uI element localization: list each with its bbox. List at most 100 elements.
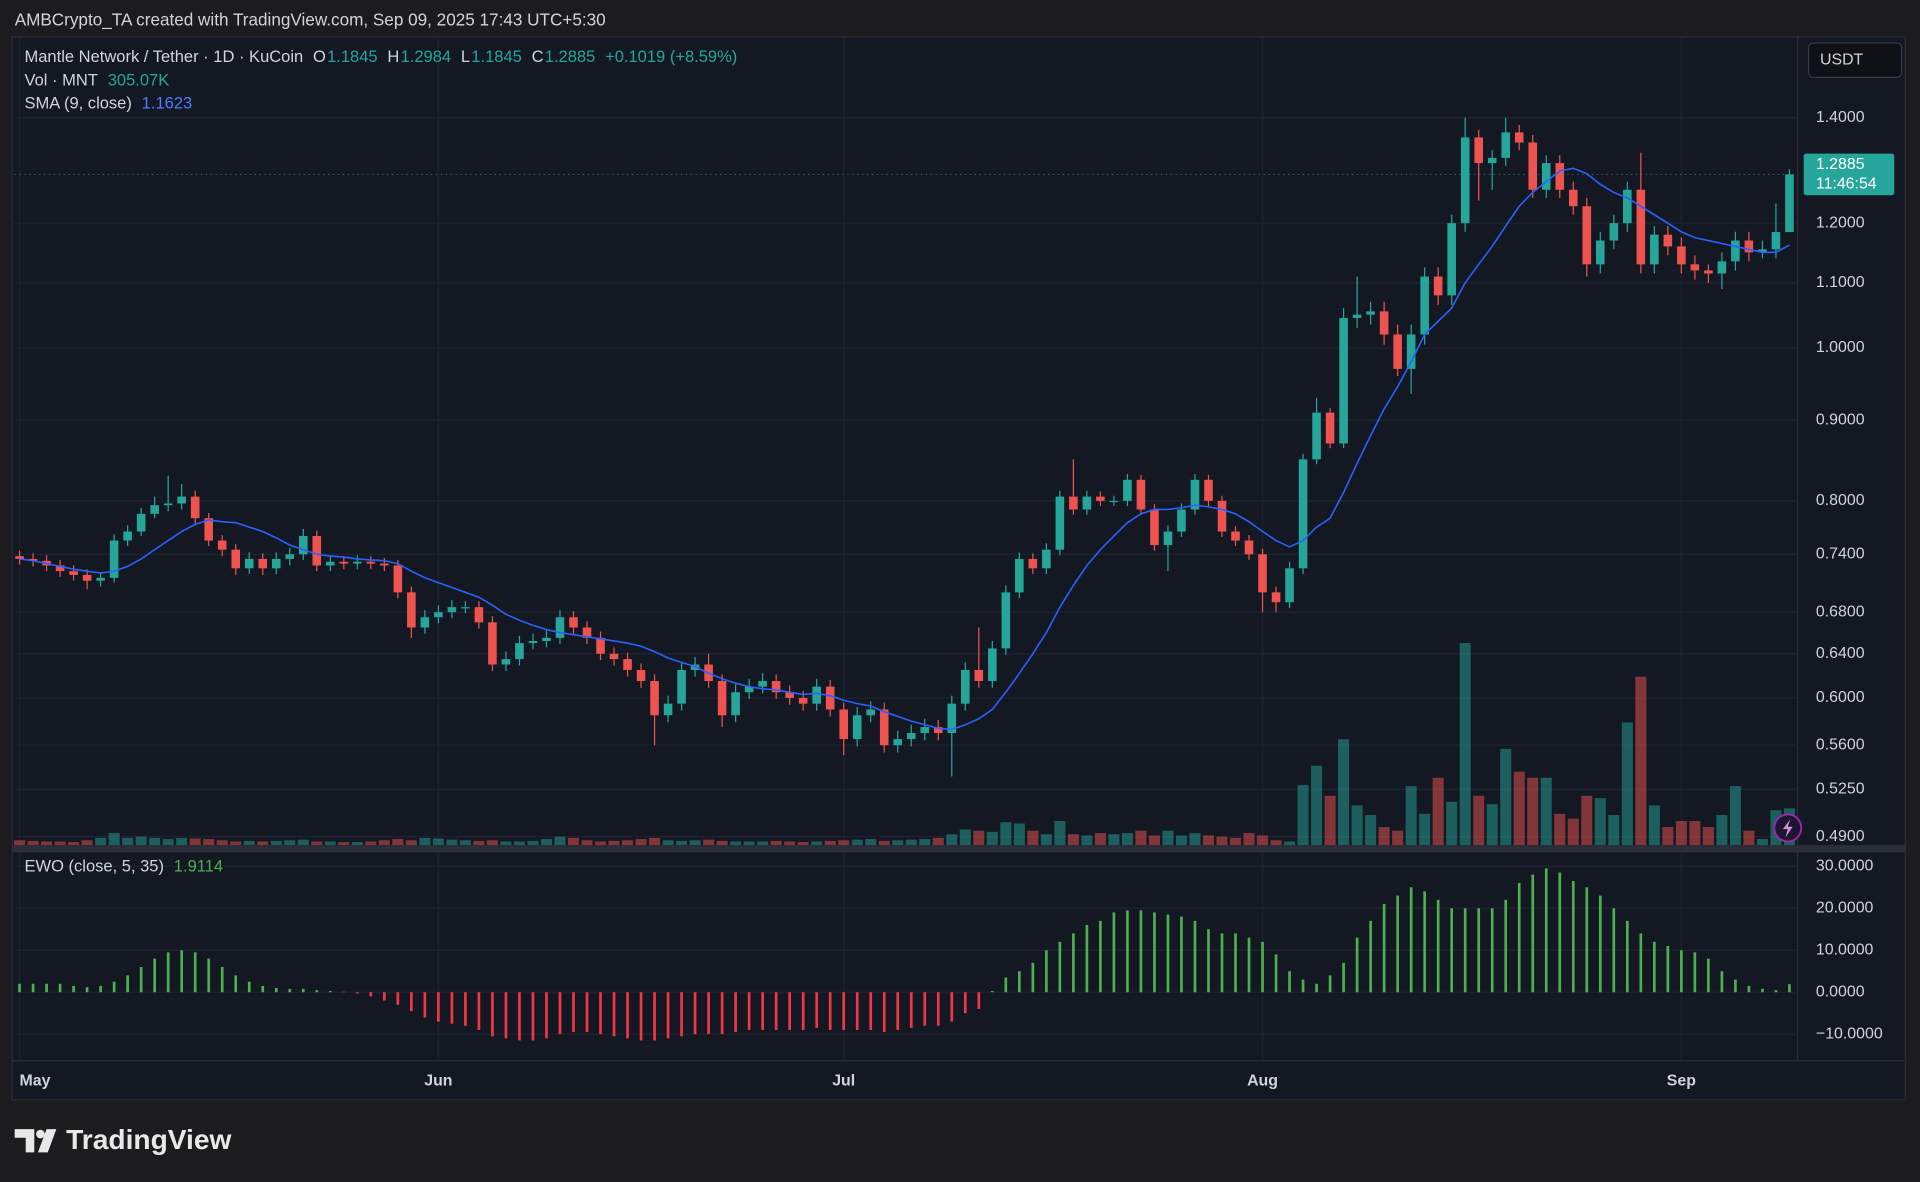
candle-body (1663, 234, 1673, 247)
candle-body (785, 692, 794, 698)
volume-bar (500, 841, 512, 846)
candle-body (271, 558, 281, 569)
candle-body (906, 733, 916, 740)
candle-body (109, 540, 119, 578)
volume-bar (284, 840, 296, 846)
volume-bar (703, 839, 715, 846)
alert-bolt (1782, 819, 1793, 838)
candle-body (1636, 189, 1646, 265)
volume-bar (1689, 821, 1701, 846)
candle-body (407, 592, 416, 628)
volume-bar (162, 839, 174, 846)
candle-body (1177, 509, 1186, 532)
volume-bar (797, 842, 809, 846)
volume-bar (513, 841, 525, 846)
candle-body (1420, 276, 1429, 335)
legend-change: +0.1019 (+8.59%) (605, 47, 737, 66)
volume-bar (311, 841, 323, 846)
candle-body (1325, 412, 1335, 444)
candle-body (298, 536, 308, 555)
candle-body (326, 561, 335, 566)
candle-body (1231, 531, 1240, 541)
x-tick-label: Jun (424, 1073, 452, 1090)
y-tick-label: 1.4000 (1816, 109, 1865, 126)
legend-ohlc-label: O (313, 47, 326, 66)
candle-body (650, 681, 659, 716)
candle-body (1042, 549, 1051, 569)
volume-bar (865, 839, 877, 846)
candle-body (204, 518, 213, 541)
candle-body (879, 709, 889, 746)
candle-body (974, 669, 984, 682)
legend-ewo-value: 1.9114 (174, 856, 223, 875)
volume-bar (635, 839, 647, 846)
candle-body (1366, 311, 1375, 315)
candle-body (1744, 240, 1754, 253)
volume-bar (608, 840, 620, 846)
candle-body (1096, 496, 1105, 501)
candle-body (190, 496, 200, 519)
logo-mark (14, 1129, 35, 1153)
volume-bar (1500, 748, 1512, 846)
volume-bar (1432, 777, 1444, 846)
volume-bar (892, 840, 904, 846)
candle-body (55, 565, 65, 572)
candle-body (474, 607, 484, 623)
volume-bar (459, 840, 471, 846)
y-tick-label: 0.5600 (1816, 736, 1865, 753)
candle-body (758, 681, 767, 687)
volume-bar (473, 840, 485, 846)
candle-body (461, 607, 470, 609)
volume-bar (1621, 722, 1633, 846)
candle-body (393, 565, 403, 593)
volume-bar (757, 841, 769, 846)
legend-ohlc-label: L (461, 47, 470, 66)
currency-button[interactable] (1807, 42, 1903, 78)
volume-bar (1554, 813, 1566, 846)
candle-body (420, 617, 430, 628)
volume-bar (405, 840, 417, 846)
candle-body (569, 617, 578, 628)
volume-bar (81, 840, 93, 846)
volume-bar (1419, 813, 1431, 846)
volume-bar (1054, 821, 1066, 846)
candle-body (1109, 500, 1119, 503)
volume-bar (689, 840, 701, 846)
candle-body (528, 641, 538, 644)
volume-bar (1297, 784, 1309, 846)
volume-bar (1311, 765, 1323, 846)
candle-body (1082, 496, 1092, 510)
candle-body (1690, 264, 1700, 271)
price-tag-countdown: 11:46:54 (1816, 175, 1877, 192)
candle-body (731, 692, 740, 716)
volume-bar (554, 836, 566, 846)
candle-body (1433, 276, 1443, 296)
volume-bar (1243, 833, 1255, 846)
candle-body (515, 643, 524, 660)
volume-bar (946, 834, 958, 846)
candle-body (1487, 157, 1497, 164)
ewo-tick-label: 20.0000 (1816, 899, 1874, 916)
volume-bar (1216, 836, 1228, 846)
legend-ewo-name: EWO (close, 5, 35) (24, 856, 164, 875)
volume-bar (1459, 643, 1471, 846)
volume-bar (1202, 835, 1214, 846)
candle-body (717, 681, 727, 716)
legend-sma-name: SMA (9, close) (24, 94, 131, 113)
volume-bar (1527, 777, 1539, 846)
volume-bar (1338, 739, 1350, 846)
candle-body (1028, 558, 1038, 569)
volume-bar (41, 841, 53, 846)
candle-body (96, 577, 105, 581)
x-tick-label: Sep (1667, 1073, 1696, 1090)
volume-bar (838, 840, 850, 846)
volume-bar (1324, 795, 1336, 846)
sma-line (19, 167, 1790, 731)
volume-bar (1027, 830, 1039, 846)
volume-bar (1729, 786, 1741, 846)
volume-bar (1581, 795, 1593, 846)
candle-body (933, 727, 943, 734)
currency-button-label[interactable]: USDT (1820, 51, 1864, 68)
y-tick-label: 0.7400 (1816, 545, 1865, 562)
